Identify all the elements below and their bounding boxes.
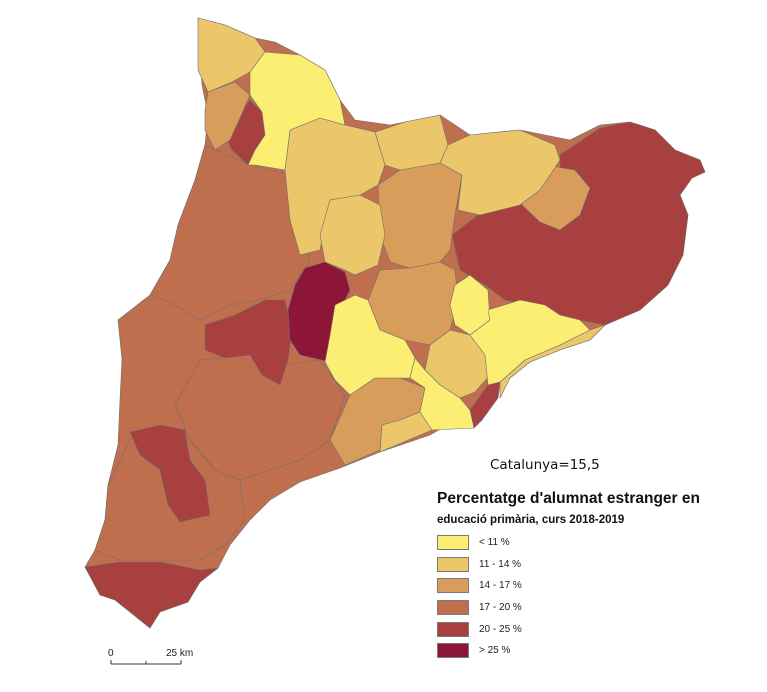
region-11-14-ripolles <box>439 129 561 216</box>
legend-item-17-20: 17 - 20 % <box>437 597 700 619</box>
legend-label: 14 - 17 % <box>479 580 522 592</box>
legend-item-over-25: > 25 % <box>437 640 700 662</box>
region-11-14-cerdanya <box>374 114 449 171</box>
legend-label: 11 - 14 % <box>479 558 522 570</box>
legend-swatch <box>437 643 469 659</box>
legend-swatch <box>437 556 469 572</box>
region-20-25-ebre <box>84 561 219 629</box>
legend-label: 17 - 20 % <box>479 602 522 614</box>
scale-label-start: 0 <box>108 648 114 659</box>
scale-label-end: 25 km <box>166 648 194 659</box>
legend-swatch <box>437 621 469 637</box>
legend-label: 20 - 25 % <box>479 623 522 635</box>
legend-swatch <box>437 535 469 551</box>
region-20-25-south <box>129 424 211 523</box>
legend-label: > 25 % <box>479 645 511 657</box>
legend-label: < 11 % <box>479 537 510 549</box>
region-20-25-girona <box>451 121 706 326</box>
legend-items: < 11 % 11 - 14 % 14 - 17 % 17 - 20 % 20 … <box>437 532 700 662</box>
region-under-11-bages <box>324 294 416 396</box>
legend-item-11-14: 11 - 14 % <box>437 554 700 576</box>
legend-item-14-17: 14 - 17 % <box>437 575 700 597</box>
region-20-25-center-west <box>204 299 293 386</box>
legend-swatch <box>437 600 469 616</box>
scale-bar <box>110 660 182 665</box>
region-14-17-north <box>204 81 251 151</box>
legend-swatch <box>437 578 469 594</box>
catalonia-total: Catalunya=15,5 <box>490 457 600 473</box>
legend: Percentatge d'alumnat estranger en educa… <box>437 490 700 662</box>
legend-item-20-25: 20 - 25 % <box>437 618 700 640</box>
legend-title-line1: Percentatge d'alumnat estranger en <box>437 490 700 507</box>
region-under-11-valles-oriental <box>469 299 591 386</box>
region-under-11-barcelones <box>409 357 475 431</box>
region-11-14-solsones <box>319 194 386 276</box>
legend-title-line2: educació primària, curs 2018-2019 <box>437 514 625 526</box>
region-under-11-alta-ribagorca <box>247 51 346 171</box>
legend-item-under-11: < 11 % <box>437 532 700 554</box>
